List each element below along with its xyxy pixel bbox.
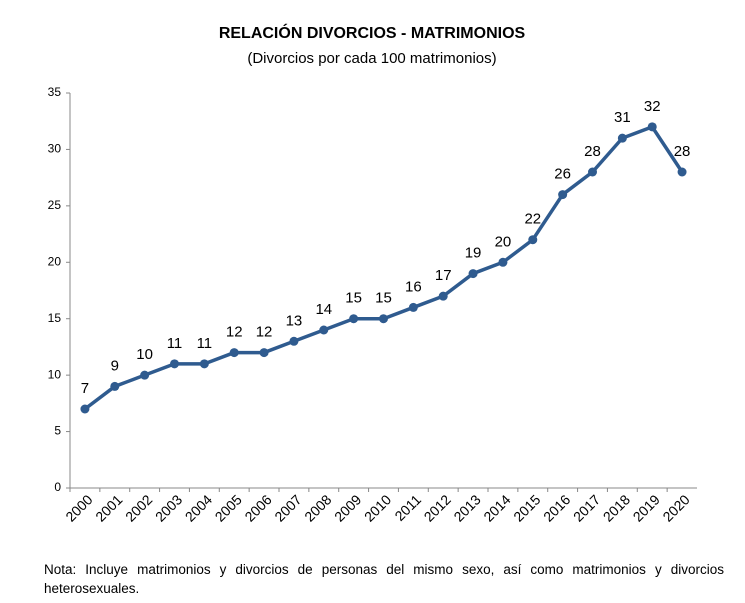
marker	[528, 235, 538, 245]
data-label: 11	[167, 335, 183, 352]
marker	[468, 269, 478, 279]
data-label: 13	[286, 312, 303, 329]
marker	[289, 336, 299, 346]
y-tick-label: 20	[48, 254, 62, 268]
marker	[80, 404, 90, 414]
x-tick-label: 2007	[271, 491, 304, 524]
data-label: 11	[197, 335, 213, 352]
marker	[498, 257, 508, 267]
x-tick-label: 2019	[630, 491, 663, 524]
x-tick-label: 2008	[301, 491, 334, 524]
marker	[140, 370, 150, 380]
y-tick-label: 15	[48, 311, 62, 325]
data-label: 22	[524, 211, 541, 228]
x-tick-label: 2013	[450, 491, 483, 524]
note: Nota: Incluye matrimonios y divorcios de…	[44, 562, 724, 596]
y-tick-label: 35	[48, 85, 62, 99]
marker	[319, 325, 329, 335]
x-tick-label: 2015	[510, 491, 543, 524]
marker	[617, 133, 627, 143]
marker	[170, 359, 179, 369]
y-tick-label: 30	[48, 142, 62, 156]
x-tick-label: 2011	[391, 491, 424, 524]
x-tick-label: 2000	[62, 491, 95, 524]
data-label: 32	[644, 98, 661, 115]
data-label: 26	[554, 166, 571, 183]
data-label: 7	[81, 380, 89, 397]
marker	[677, 167, 687, 177]
x-tick-label: 2003	[152, 491, 185, 524]
data-label: 14	[315, 301, 332, 318]
x-tick-label: 2001	[92, 491, 125, 524]
marker	[259, 348, 269, 358]
marker	[647, 122, 657, 132]
data-label: 9	[111, 357, 119, 374]
chart: RELACIÓN DIVORCIOS - MATRIMONIOS (Divorc…	[48, 23, 697, 525]
x-tick-label: 2002	[122, 491, 155, 524]
x-tick-label: 2016	[540, 491, 573, 524]
data-label: 15	[345, 290, 362, 307]
x-tick-label: 2018	[600, 491, 633, 524]
y-tick-label: 10	[48, 367, 62, 381]
x-tick-label: 2004	[182, 491, 215, 524]
x-tick-label: 2014	[480, 491, 513, 524]
x-tick-label: 2020	[659, 491, 692, 524]
marker	[379, 314, 388, 324]
marker	[438, 291, 448, 301]
marker	[408, 302, 418, 312]
x-tick-label: 2009	[331, 491, 364, 524]
x-tick-label: 2010	[361, 491, 394, 524]
data-label: 28	[674, 143, 691, 160]
y-tick-label: 0	[54, 480, 61, 494]
marker	[199, 359, 209, 369]
y-tick-label: 25	[48, 198, 62, 212]
data-label: 20	[495, 233, 512, 250]
data-label: 17	[435, 267, 452, 284]
x-tick-label: 2005	[212, 491, 245, 524]
data-label: 10	[136, 346, 153, 363]
marker	[229, 348, 239, 358]
marker	[558, 190, 568, 200]
data-label: 12	[226, 324, 243, 341]
chart-title: RELACIÓN DIVORCIOS - MATRIMONIOS	[219, 23, 526, 42]
x-tick-label: 2017	[570, 491, 603, 524]
marker	[349, 314, 359, 324]
data-label: 16	[405, 278, 422, 295]
data-label: 31	[614, 109, 631, 126]
y-tick-label: 5	[54, 424, 61, 438]
x-tick-label: 2012	[421, 491, 454, 524]
data-label: 15	[375, 290, 392, 307]
marker	[110, 381, 120, 391]
x-tick-label: 2006	[241, 491, 274, 524]
chart-subtitle: (Divorcios por cada 100 matrimonios)	[247, 50, 496, 67]
data-label: 19	[465, 245, 482, 262]
marker	[588, 167, 597, 177]
data-label: 28	[584, 143, 601, 160]
data-label: 12	[256, 324, 273, 341]
